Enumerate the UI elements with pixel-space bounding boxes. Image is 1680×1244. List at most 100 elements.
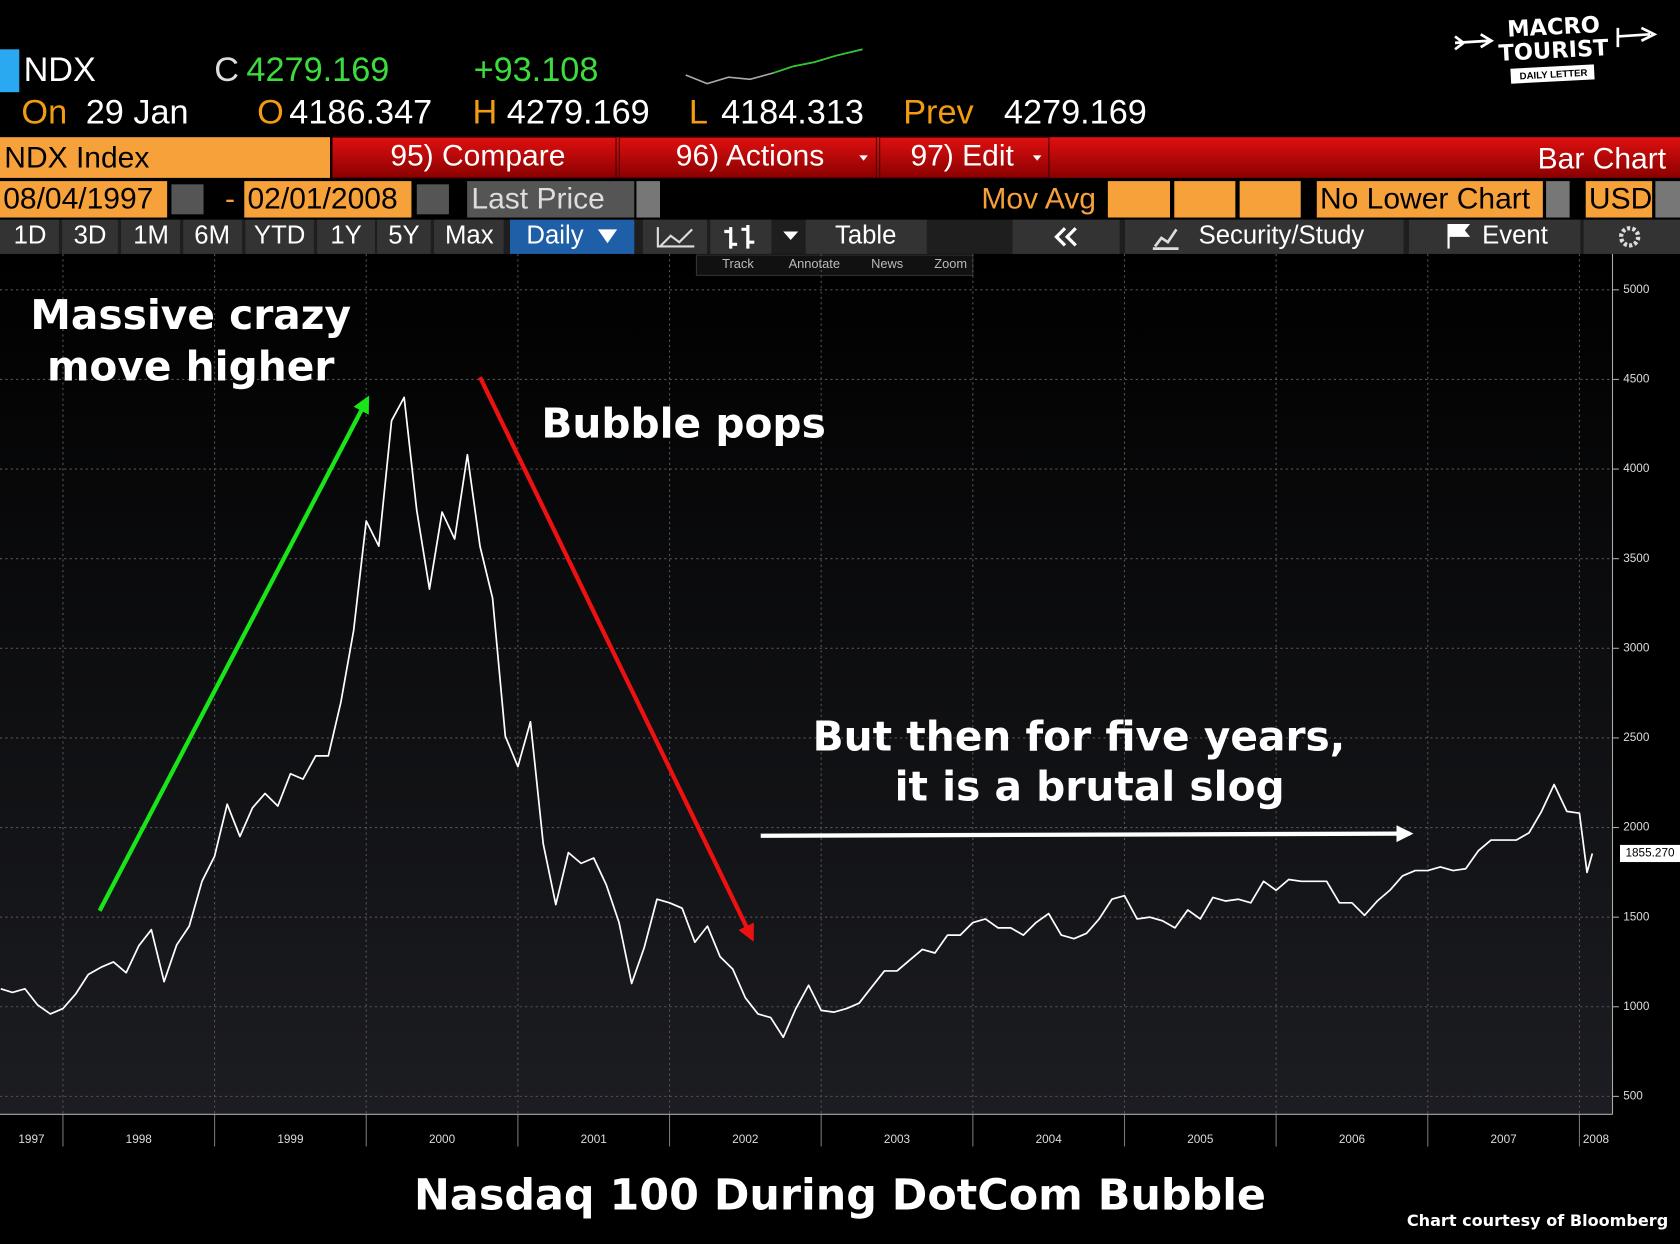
date-separator: - — [225, 182, 235, 215]
tool[interactable]: Track — [722, 256, 754, 271]
up-arrow — [97, 395, 370, 912]
prev-label: Prev — [903, 94, 974, 132]
y-tick-label: 1000 — [1623, 1000, 1650, 1013]
period: Daily — [526, 222, 583, 250]
x-tick-label: 2004 — [1036, 1133, 1063, 1146]
tool[interactable]: Annotate — [789, 256, 840, 271]
y-tick-label: 3500 — [1623, 552, 1650, 565]
mov-avg-box[interactable] — [1107, 181, 1170, 218]
date-label: On — [21, 94, 67, 132]
security: NDX Index — [4, 142, 149, 175]
annotation: it is a brutal slog — [895, 763, 1285, 811]
range-label: 1Y — [330, 222, 361, 250]
plot-area — [0, 253, 1613, 1115]
mov-avg-box[interactable] — [1239, 181, 1301, 218]
settings-button[interactable] — [1583, 219, 1680, 254]
event: Event — [1482, 222, 1548, 250]
end-date: 02/01/2008 — [247, 182, 397, 215]
y-tick-label: 4000 — [1623, 462, 1650, 475]
dropdown-arrow — [783, 231, 799, 241]
range-button[interactable] — [121, 219, 180, 254]
y-tick-label: 2500 — [1623, 731, 1650, 744]
x-tick-label: 2005 — [1187, 1133, 1214, 1146]
change: +93.108 — [474, 51, 599, 89]
range-label: 1D — [14, 222, 47, 250]
range-button[interactable] — [245, 219, 314, 254]
compare: 95) Compare — [390, 139, 565, 172]
start-date-box[interactable] — [0, 181, 168, 218]
study-icon — [1152, 228, 1179, 250]
range-label: 6M — [194, 222, 230, 250]
chart: 500 1000 1500 2000 2500 3000 3500 4000 4500 5000 1… — [0, 253, 1680, 1147]
annotation: move higher — [47, 343, 334, 391]
range-button[interactable] — [62, 219, 118, 254]
event-button[interactable] — [1408, 219, 1581, 254]
calendar-button[interactable] — [416, 184, 449, 215]
logo-badge — [1510, 64, 1595, 84]
last-price-box — [1620, 844, 1680, 863]
tool[interactable]: Zoom — [934, 256, 967, 271]
range-button[interactable] — [0, 219, 59, 254]
field-box[interactable] — [467, 181, 635, 218]
range-button[interactable] — [317, 219, 375, 254]
range-label: YTD — [254, 222, 305, 250]
logo-line1: MACRO — [1507, 12, 1601, 43]
currency: USD — [1589, 182, 1652, 215]
range-button[interactable] — [377, 219, 431, 254]
x-tick-label: 2008 — [1583, 1133, 1610, 1146]
dropdown-arrow — [597, 229, 618, 244]
range-button[interactable] — [183, 219, 243, 254]
last-price-label: 1855.270 — [1625, 847, 1675, 860]
y-tick-label: 4500 — [1623, 373, 1650, 386]
table: Table — [835, 222, 896, 250]
actions-button[interactable] — [618, 136, 877, 179]
lower-chart-box[interactable] — [1316, 181, 1543, 218]
event-icon — [1447, 223, 1471, 249]
lower-chart-dropdown[interactable] — [1546, 181, 1570, 218]
security-study: Security/Study — [1199, 222, 1365, 250]
open: 4186.347 — [289, 94, 432, 132]
x-tick-label: 2006 — [1339, 1133, 1366, 1146]
end-date-box[interactable] — [244, 181, 412, 218]
bar-chart-button[interactable] — [710, 219, 772, 254]
price-line — [0, 396, 1594, 1039]
down-arrow — [478, 376, 755, 942]
open-label: O — [257, 94, 284, 132]
actions: 96) Actions — [676, 139, 824, 172]
source: Chart courtesy of Bloomberg — [1407, 1211, 1668, 1230]
tool[interactable]: News — [871, 256, 903, 271]
bar-chart-icon — [724, 225, 755, 249]
x-tick-label: 1998 — [126, 1133, 153, 1146]
field-dropdown[interactable] — [636, 181, 660, 218]
x-tick-label: 2001 — [581, 1133, 607, 1146]
mov-avg-box[interactable] — [1174, 181, 1236, 218]
low-label: L — [689, 94, 708, 132]
table-button[interactable] — [805, 219, 927, 254]
compare-button[interactable] — [331, 136, 617, 179]
low: 4184.313 — [721, 94, 864, 132]
ticker: NDX — [24, 51, 96, 89]
dropdown-arrow — [859, 155, 868, 161]
period-button[interactable] — [510, 219, 635, 254]
currency-dropdown[interactable] — [1655, 181, 1680, 218]
mov-avg: Mov Avg — [981, 182, 1096, 215]
line-chart-button[interactable] — [642, 219, 708, 254]
high: 4279.169 — [507, 94, 650, 132]
logo-line2: TOURIST — [1498, 35, 1610, 67]
settings-icon — [1618, 226, 1641, 248]
chart-type: Bar Chart — [1538, 143, 1667, 176]
range-button[interactable] — [433, 219, 504, 254]
annotation: Bubble pops — [541, 399, 825, 447]
ticker-marker — [0, 49, 20, 93]
security-box[interactable] — [0, 137, 330, 178]
range-label: 1M — [133, 222, 169, 250]
y-tick-label: 1500 — [1623, 910, 1650, 923]
x-tick-label: 2003 — [884, 1133, 911, 1146]
edit-button[interactable] — [879, 136, 1050, 179]
calendar-button[interactable] — [171, 184, 204, 215]
currency-box[interactable] — [1585, 181, 1653, 218]
x-tick-label: 1999 — [277, 1133, 303, 1146]
line-chart-icon — [656, 227, 695, 248]
